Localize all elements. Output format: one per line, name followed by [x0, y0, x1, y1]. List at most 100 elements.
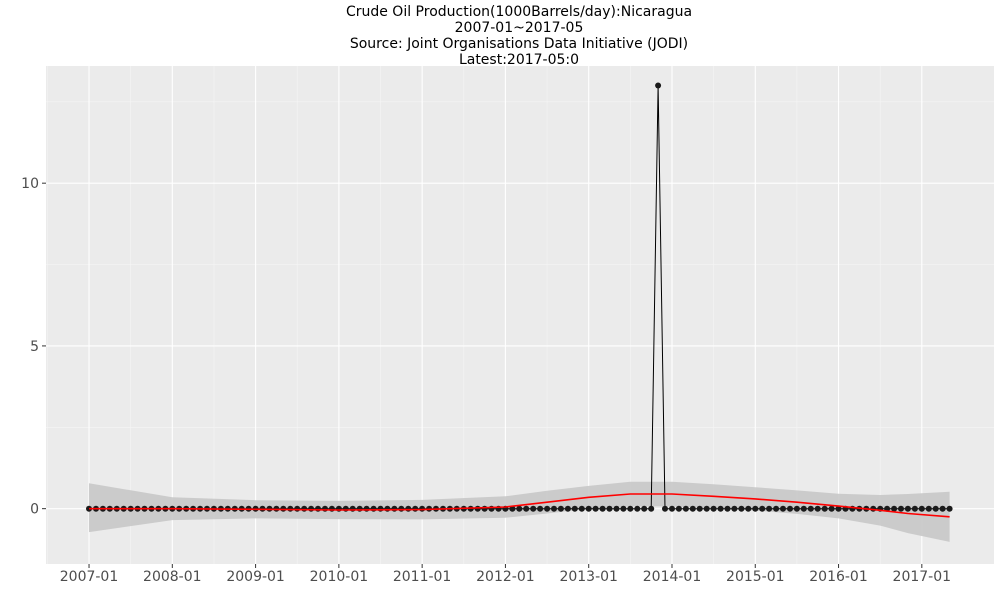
data-point	[356, 505, 363, 512]
data-point	[294, 505, 301, 512]
data-point	[641, 505, 648, 512]
y-tick-label: 0	[30, 502, 39, 518]
data-point	[766, 505, 773, 512]
data-point	[301, 505, 308, 512]
data-point	[523, 505, 530, 512]
data-point	[328, 505, 335, 512]
x-tick-label: 2017-01	[893, 569, 952, 585]
x-tick-label: 2012-01	[476, 569, 535, 585]
data-point	[335, 505, 342, 512]
data-point	[315, 505, 321, 512]
data-point	[530, 505, 537, 512]
data-point	[752, 505, 759, 512]
data-point	[703, 505, 710, 512]
data-point	[287, 505, 294, 512]
x-tick-label: 2015-01	[726, 569, 785, 585]
data-point	[620, 505, 627, 512]
data-point	[780, 505, 786, 512]
data-point	[821, 505, 828, 512]
y-tick-label: 5	[30, 339, 39, 355]
data-point	[925, 505, 932, 512]
smooth-confidence-band	[89, 481, 950, 542]
data-point	[939, 505, 946, 512]
chart-title-block: Crude Oil Production(1000Barrels/day):Ni…	[0, 4, 1000, 68]
x-tick-label: 2010-01	[310, 569, 369, 585]
data-point	[516, 505, 523, 512]
data-point	[412, 505, 419, 512]
data-point	[509, 505, 516, 512]
data-point	[551, 505, 557, 512]
data-point	[717, 505, 724, 512]
y-axis-tick-labels: 0 5 10	[21, 176, 39, 517]
data-point	[689, 505, 696, 512]
data-point	[724, 505, 731, 512]
data-point	[800, 505, 807, 512]
data-point	[544, 505, 551, 512]
data-point	[835, 505, 842, 512]
data-point	[898, 505, 904, 512]
data-point	[578, 505, 585, 512]
x-tick-label: 2007-01	[60, 569, 119, 585]
data-point	[349, 505, 356, 512]
x-axis-tick-labels: 2007-01 2008-01 2009-01 2010-01 2011-01 2012-…	[60, 569, 951, 585]
data-point	[648, 505, 655, 512]
data-point	[370, 505, 377, 512]
minor-gridlines	[46, 66, 994, 564]
data-point	[571, 505, 578, 512]
data-point	[613, 505, 620, 512]
data-point	[655, 82, 662, 89]
data-point	[377, 505, 384, 512]
data-point	[731, 505, 738, 512]
data-point	[738, 505, 745, 512]
data-point	[807, 505, 814, 512]
data-point	[537, 505, 544, 512]
data-point	[759, 505, 766, 512]
data-point	[308, 505, 315, 512]
data-point	[419, 505, 426, 512]
data-point	[787, 505, 793, 512]
data-point	[682, 505, 689, 512]
plot-panel	[46, 66, 994, 564]
data-point	[828, 505, 835, 512]
data-point	[675, 505, 682, 512]
data-point	[606, 505, 613, 512]
data-point	[634, 505, 641, 512]
data-point	[342, 505, 349, 512]
x-tick-label: 2011-01	[393, 569, 452, 585]
data-point	[662, 505, 668, 512]
chart-source: Source: Joint Organisations Data Initiat…	[349, 36, 689, 52]
data-point	[391, 505, 398, 512]
data-point	[911, 505, 918, 512]
data-point	[363, 505, 370, 512]
data-point	[481, 505, 488, 512]
chart-date-range: 2007-01~2017-05	[454, 20, 584, 36]
data-point	[398, 505, 405, 512]
data-point	[946, 505, 953, 512]
data-point	[627, 505, 634, 512]
y-tick-label: 10	[21, 176, 39, 192]
data-point	[405, 505, 412, 512]
data-point	[599, 505, 606, 512]
data-point	[932, 505, 939, 512]
data-point	[592, 505, 599, 512]
data-point	[814, 505, 821, 512]
data-point	[280, 505, 287, 512]
x-tick-label: 2014-01	[643, 569, 702, 585]
data-point	[904, 505, 911, 512]
data-point	[557, 505, 564, 512]
data-point	[710, 505, 717, 512]
data-point	[669, 505, 675, 512]
data-point	[891, 505, 898, 512]
data-point	[793, 505, 800, 512]
smooth-trend-line	[89, 493, 950, 518]
data-point	[322, 505, 328, 512]
data-point	[585, 505, 592, 512]
data-point	[384, 505, 391, 512]
chart-title: Crude Oil Production(1000Barrels/day):Ni…	[345, 4, 693, 20]
x-tick-label: 2009-01	[226, 569, 285, 585]
x-tick-label: 2013-01	[559, 569, 618, 585]
data-point	[773, 505, 780, 512]
axis-ticks	[42, 182, 923, 568]
x-tick-label: 2016-01	[809, 569, 868, 585]
